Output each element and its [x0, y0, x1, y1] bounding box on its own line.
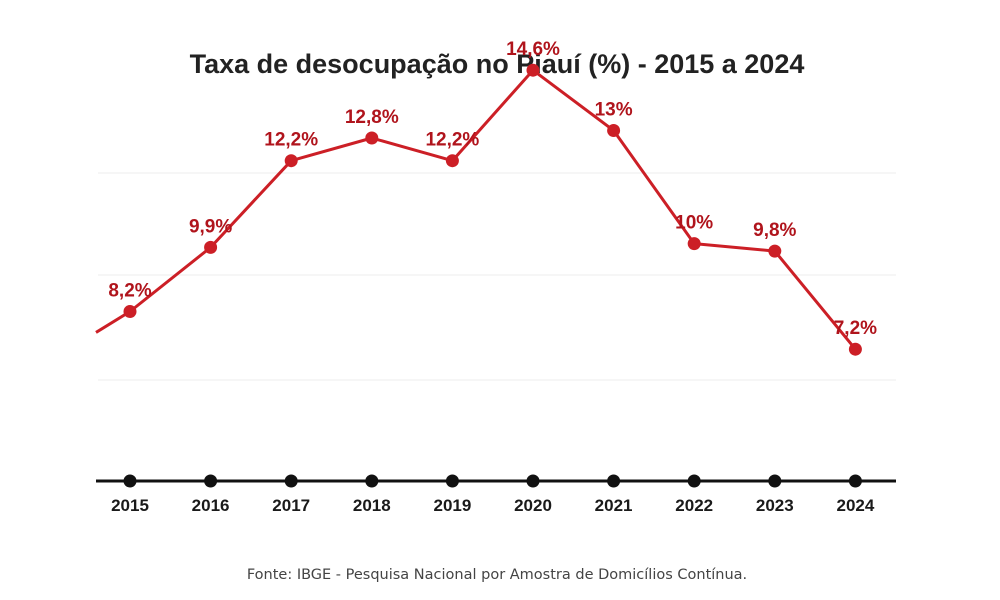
x-tick-dot-2024 — [848, 474, 862, 488]
data-label-2022: 10% — [675, 213, 713, 234]
x-tick-label-2018: 2018 — [353, 496, 391, 515]
chart-title: Taxa de desocupação no Piauí (%) - 2015 … — [190, 49, 805, 79]
x-tick-label-2019: 2019 — [433, 496, 471, 515]
x-axis-ticks: 2015 2016 2017 2018 2019 2020 2021 2022 2023 2024 — [111, 474, 875, 515]
data-point-2017 — [284, 154, 298, 168]
x-tick-dot-2016 — [204, 474, 218, 488]
data-point-2016 — [204, 240, 218, 254]
data-point-2019 — [445, 154, 459, 168]
series-group: 8,2% 9,9% 12,2% 12,8% 12,2% 14,6% 13% 10% 9,8% 7,… — [95, 39, 877, 356]
data-label-2017: 12,2% — [264, 130, 318, 151]
data-point-2022 — [687, 237, 701, 251]
source-note: Fonte: IBGE - Pesquisa Nacional por Amos… — [247, 567, 747, 583]
x-tick-label-2015: 2015 — [111, 496, 149, 515]
x-tick-dot-2023 — [768, 474, 782, 488]
x-tick-label-2021: 2021 — [595, 496, 633, 515]
x-tick-label-2023: 2023 — [756, 496, 794, 515]
data-point-2018 — [365, 131, 379, 145]
data-label-2020: 14,6% — [506, 39, 560, 60]
x-tick-dot-2021 — [607, 474, 621, 488]
x-tick-dot-2022 — [687, 474, 701, 488]
x-tick-dot-2015 — [123, 474, 137, 488]
data-point-2015 — [123, 305, 137, 318]
x-tick-label-2022: 2022 — [675, 496, 713, 515]
data-point-2024 — [848, 342, 862, 356]
data-label-2023: 9,8% — [753, 220, 796, 241]
data-point-2020 — [526, 63, 540, 77]
x-tick-dot-2017 — [284, 474, 298, 488]
x-tick-dot-2018 — [365, 474, 379, 488]
data-label-2021: 13% — [595, 100, 633, 121]
gridlines — [98, 172, 896, 381]
x-tick-label-2016: 2016 — [192, 496, 230, 515]
data-label-2024: 7,2% — [834, 318, 877, 339]
x-tick-dot-2019 — [445, 474, 459, 488]
data-label-2018: 12,8% — [345, 107, 399, 128]
x-tick-label-2020: 2020 — [514, 496, 552, 515]
data-point-2023 — [768, 244, 782, 258]
data-label-2016: 9,9% — [189, 216, 232, 237]
x-tick-dot-2020 — [526, 474, 540, 488]
x-tick-label-2024: 2024 — [836, 496, 874, 515]
data-point-2021 — [607, 124, 621, 137]
data-label-2015: 8,2% — [108, 281, 151, 302]
x-tick-label-2017: 2017 — [272, 496, 310, 515]
series-line — [95, 68, 857, 351]
data-label-2019: 12,2% — [425, 130, 479, 151]
